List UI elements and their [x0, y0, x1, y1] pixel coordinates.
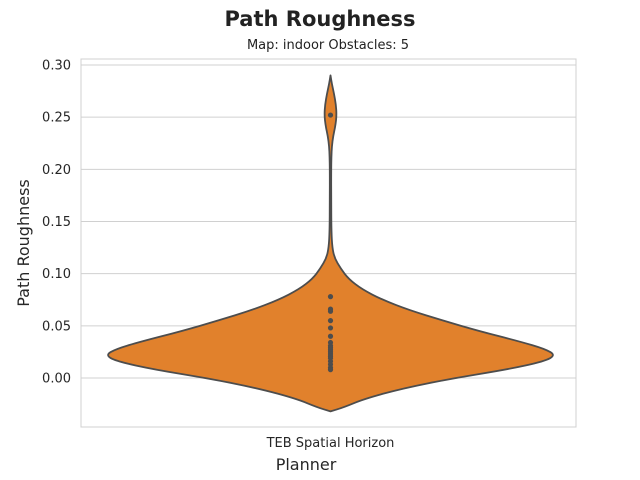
- chart-subtitle: Map: indoor Obstacles: 5: [247, 38, 409, 53]
- y-tick-labels: 0.00 0.05 0.10 0.15 0.20 0.25 0.30: [42, 59, 71, 387]
- y-tick-label: 0.15: [42, 215, 71, 230]
- y-tick-label: 0.20: [42, 163, 71, 178]
- violin-body: [107, 74, 554, 413]
- data-point: [327, 308, 334, 314]
- y-tick-label: 0.30: [42, 59, 71, 74]
- x-tick-label: TEB Spatial Horizon: [266, 436, 395, 451]
- y-tick-label: 0.10: [42, 267, 71, 282]
- x-axis-label: Planner: [276, 455, 337, 474]
- y-axis-label: Path Roughness: [14, 179, 33, 307]
- data-point: [327, 112, 334, 118]
- data-point: [327, 325, 334, 331]
- y-tick-label: 0.25: [42, 111, 71, 126]
- x-tick-labels: TEB Spatial Horizon: [266, 436, 395, 451]
- violins: [107, 74, 554, 413]
- y-tick-label: 0.00: [42, 372, 71, 387]
- y-tick-label: 0.05: [42, 319, 71, 334]
- data-point: [327, 367, 334, 373]
- data-point: [327, 318, 334, 324]
- data-point: [327, 294, 334, 300]
- chart-title: Path Roughness: [224, 7, 415, 31]
- data-point: [327, 333, 334, 339]
